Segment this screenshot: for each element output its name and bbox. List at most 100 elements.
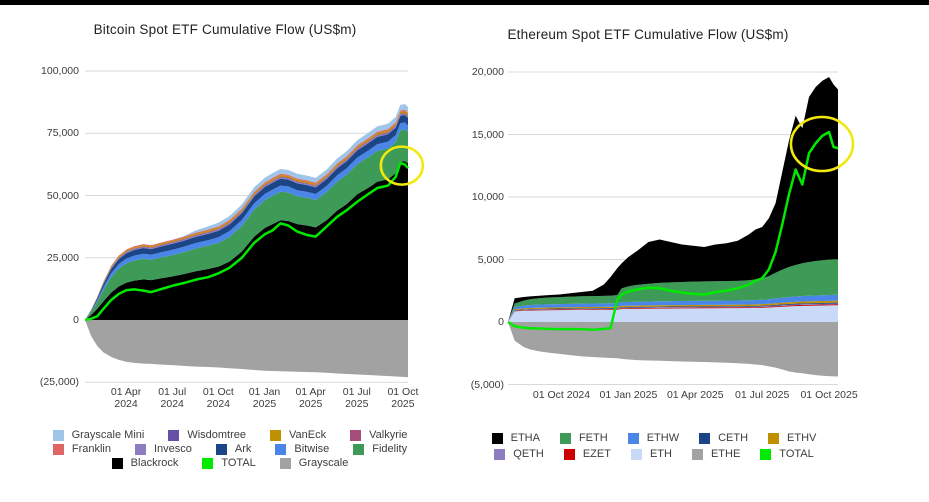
- legend-swatch: [52, 429, 64, 441]
- legend-swatch: [559, 432, 571, 444]
- ethereum-legend-item-total: TOTAL: [760, 448, 814, 460]
- bitcoin-legend-row: Blackrock TOTAL Grayscale: [111, 457, 349, 469]
- top-bar: [0, 0, 929, 5]
- ethereum-legend-item-ceth: CETH: [699, 432, 748, 444]
- legend-swatch: [215, 443, 227, 455]
- ethereum-legend-item-etha: ETHA: [491, 432, 540, 444]
- legend-label: ETHV: [787, 432, 817, 444]
- legend-swatch: [491, 432, 503, 444]
- bitcoin-legend-item-total: TOTAL: [202, 457, 256, 469]
- bitcoin-legend-item-grayscale-mini: Grayscale Mini: [52, 429, 145, 441]
- legend-label: QETH: [513, 448, 544, 460]
- ethereum-legend-item-qeth: QETH: [494, 448, 544, 460]
- legend-label: VanEck: [289, 429, 327, 441]
- legend-label: Grayscale: [298, 457, 349, 469]
- ethereum-legend-row: ETHA FETH ETHW CETH ETHV: [491, 432, 816, 444]
- bitcoin-x-tick-label: 01 Jan 2025: [248, 386, 281, 410]
- legend-label: Blackrock: [130, 457, 179, 469]
- bitcoin-legend: Grayscale Mini Wisdomtree VanEck Valkyrie Fr…: [30, 429, 430, 469]
- bitcoin-x-tick-label: 01 Apr 2024: [110, 386, 142, 410]
- legend-swatch: [691, 448, 703, 460]
- ethereum-x-tick-label: 01 Jan 2025: [599, 389, 658, 401]
- ethereum-legend-row: QETH EZET ETH ETHE TOTAL: [494, 448, 814, 460]
- bitcoin-area-blackrock: [85, 161, 408, 320]
- legend-swatch: [630, 448, 642, 460]
- ethereum-legend-item-feth: FETH: [559, 432, 608, 444]
- ethereum-legend-item-ethv: ETHV: [768, 432, 816, 444]
- legend-swatch: [699, 432, 711, 444]
- bitcoin-annotation-circle: [379, 145, 425, 186]
- ethereum-y-tick-label: 0: [498, 316, 504, 328]
- legend-label: TOTAL: [221, 457, 256, 469]
- legend-swatch: [768, 432, 780, 444]
- ethereum-legend-item-ezet: EZET: [563, 448, 611, 460]
- ethereum-legend-item-eth: ETH: [630, 448, 672, 460]
- bitcoin-legend-item-blackrock: Blackrock: [111, 457, 179, 469]
- bitcoin-legend-item-franklin: Franklin: [52, 443, 111, 455]
- legend-swatch: [111, 457, 123, 469]
- bitcoin-y-tick-label: 0: [73, 314, 79, 326]
- legend-swatch: [353, 443, 365, 455]
- ethereum-x-tick-label: 01 Oct 2025: [800, 389, 858, 401]
- ethereum-area-eth: [508, 305, 838, 322]
- ethereum-y-tick-label: 10,000: [471, 191, 504, 203]
- ethereum-y-tick-label: 15,000: [471, 128, 504, 141]
- bitcoin-legend-item-wisdomtree: Wisdomtree: [168, 429, 246, 441]
- bitcoin-legend-item-invesco: Invesco: [135, 443, 192, 455]
- legend-swatch: [202, 457, 214, 469]
- legend-swatch: [279, 457, 291, 469]
- bitcoin-y-tick-label: 100,000: [41, 65, 79, 77]
- legend-label: Invesco: [154, 443, 192, 455]
- legend-label: ETHW: [646, 432, 680, 444]
- bitcoin-y-tick-label: 25,000: [46, 251, 79, 264]
- ethereum-area-qeth: [508, 303, 838, 322]
- legend-label: Ark: [234, 443, 252, 455]
- bitcoin-total-line: [84, 161, 409, 322]
- legend-swatch: [275, 443, 287, 455]
- ethereum-area-etha: [508, 77, 838, 323]
- bitcoin-legend-item-fidelity: Fidelity: [353, 443, 407, 455]
- bitcoin-legend-row: Franklin Invesco Ark Bitwise Fidelity: [52, 443, 407, 455]
- bitcoin-legend-item-ark: Ark: [215, 443, 252, 455]
- legend-label: ETHE: [710, 448, 741, 460]
- legend-swatch: [168, 429, 180, 441]
- ethereum-x-tick-label: 01 Jul 2025: [735, 389, 790, 401]
- legend-swatch: [563, 448, 575, 460]
- bitcoin-y-tick-label: 75,000: [46, 127, 79, 140]
- bitcoin-x-tick-label: 01 Apr 2025: [295, 386, 326, 410]
- bitcoin-x-tick-label: 01 Oct 2024: [202, 386, 234, 410]
- bitcoin-area-fidelity: [85, 129, 408, 320]
- legend-label: Wisdomtree: [187, 429, 247, 441]
- ethereum-x-tick-label: 01 Oct 2024: [532, 389, 591, 401]
- bitcoin-legend-item-valkyrie: Valkyrie: [350, 429, 407, 441]
- ethereum-area-ethv: [508, 300, 838, 322]
- ethereum-total-line: [507, 130, 839, 331]
- bitcoin-area-grayscale: [85, 320, 408, 378]
- ethereum-legend: ETHA FETH ETHW CETH ETHV QETH EZET ETH ETHE TOTAL: [468, 432, 840, 460]
- ethereum-area-ethw: [508, 294, 838, 322]
- bitcoin-chart-title: Bitcoin Spot ETF Cumulative Flow (US$m): [93, 22, 357, 37]
- legend-swatch: [270, 429, 282, 441]
- legend-label: EZET: [582, 448, 611, 460]
- ethereum-legend-item-ethe: ETHE: [691, 448, 741, 460]
- bitcoin-x-tick-label: 01 Jul 2025: [342, 386, 371, 410]
- bitcoin-legend-item-grayscale: Grayscale: [279, 457, 349, 469]
- bitcoin-legend-item-vaneck: VanEck: [270, 429, 326, 441]
- legend-label: CETH: [718, 432, 749, 444]
- ethereum-chart-title: Ethereum Spot ETF Cumulative Flow (US$m): [507, 27, 789, 42]
- legend-swatch: [760, 448, 772, 460]
- legend-label: Grayscale Mini: [71, 429, 145, 441]
- bitcoin-y-tick-label: (25,000): [39, 376, 79, 389]
- legend-swatch: [350, 429, 362, 441]
- ethereum-annotation-circle: [789, 115, 855, 173]
- legend-label: Valkyrie: [369, 429, 408, 441]
- legend-label: ETH: [649, 448, 672, 460]
- legend-swatch: [135, 443, 146, 455]
- legend-swatch: [52, 443, 64, 455]
- legend-swatch: [627, 432, 639, 444]
- legend-label: Fidelity: [372, 443, 408, 455]
- ethereum-x-tick-label: 01 Apr 2025: [666, 389, 724, 401]
- bitcoin-y-tick-label: 50,000: [46, 189, 79, 202]
- legend-swatch: [494, 448, 506, 460]
